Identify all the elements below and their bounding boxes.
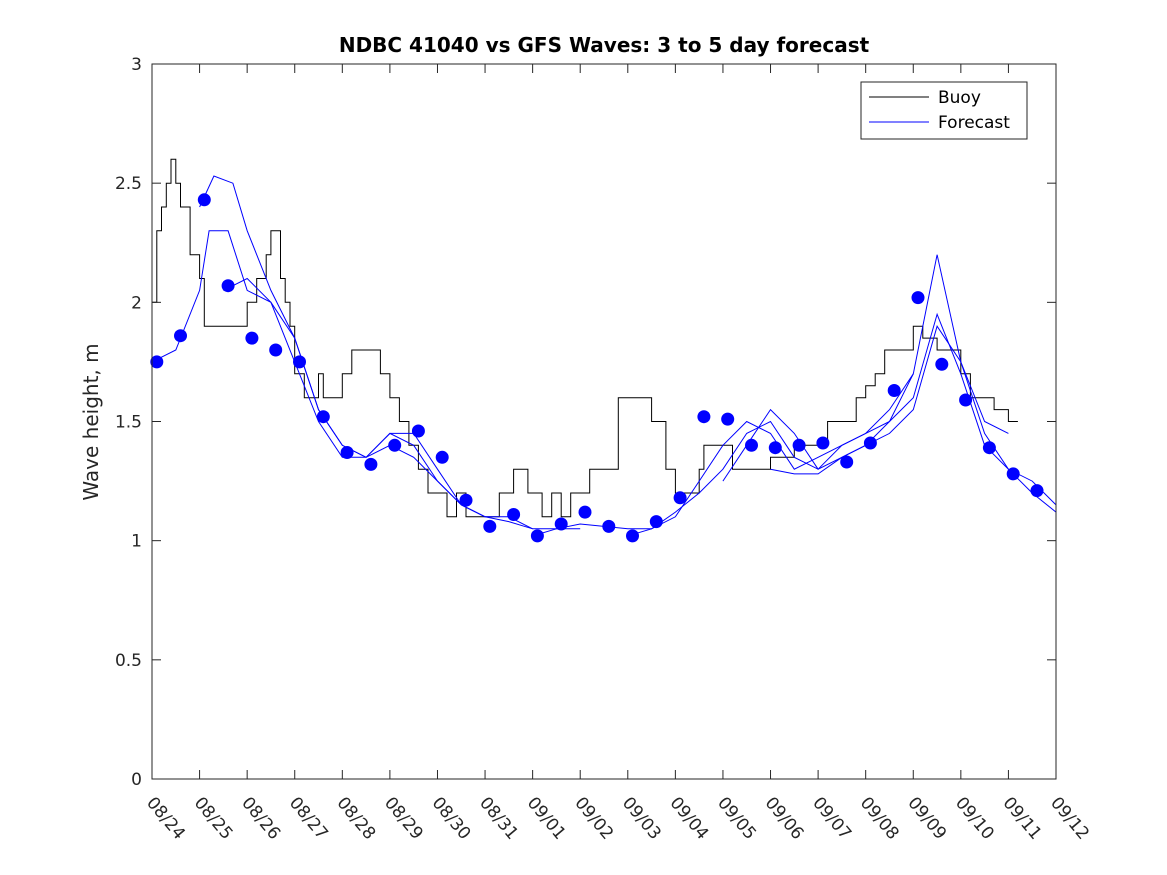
- x-tick-label: 08/28: [332, 793, 379, 843]
- x-tick-label: 09/05: [713, 793, 760, 843]
- forecast-point: [340, 446, 354, 459]
- forecast-point: [1006, 467, 1020, 481]
- y-tick-label: 2: [131, 293, 142, 313]
- forecast-point: [959, 393, 973, 407]
- forecast-point: [174, 329, 187, 343]
- forecast-point: [649, 515, 663, 529]
- legend-forecast-label: Forecast: [938, 113, 1010, 133]
- x-tick-label: 09/07: [808, 793, 855, 843]
- forecast-point: [150, 355, 164, 369]
- x-tick-label: 09/04: [666, 793, 713, 843]
- y-tick-label: 1: [131, 532, 142, 552]
- x-tick-label: 08/27: [285, 793, 332, 843]
- forecast-point: [840, 455, 854, 469]
- chart-title: NDBC 41040 vs GFS Waves: 3 to 5 day fore…: [339, 33, 870, 57]
- forecast-point: [221, 279, 235, 293]
- y-tick-label: 0: [131, 770, 142, 790]
- forecast-point: [887, 384, 901, 397]
- x-tick-label: 09/10: [951, 793, 998, 843]
- forecast-point: [816, 436, 830, 450]
- forecast-point: [935, 357, 949, 371]
- forecast-point: [388, 438, 402, 452]
- forecast-point: [197, 193, 211, 207]
- forecast-point: [483, 519, 497, 533]
- forecast-series-line-2: [199, 175, 533, 530]
- forecast-point: [792, 438, 806, 452]
- forecast-point: [554, 517, 568, 531]
- x-tick-label: 09/09: [903, 793, 950, 843]
- forecast-point: [435, 450, 449, 464]
- x-tick-label: 09/01: [523, 793, 570, 843]
- forecast-point: [364, 457, 378, 471]
- forecast-series-line-3: [223, 277, 581, 530]
- forecast-point: [673, 491, 687, 505]
- x-tick-label: 08/30: [428, 793, 475, 843]
- forecast-series-line-6: [722, 312, 1057, 506]
- buoy-series-line: [152, 158, 1018, 518]
- forecast-point: [293, 355, 306, 369]
- forecast-point: [863, 436, 877, 450]
- y-tick-label: 3: [131, 55, 142, 75]
- x-tick-label: 09/12: [1046, 793, 1093, 843]
- forecast-point: [697, 410, 711, 424]
- forecast-point: [316, 410, 330, 424]
- forecast-point: [745, 438, 758, 452]
- x-tick-label: 08/26: [237, 793, 284, 843]
- x-tick-label: 09/08: [856, 793, 903, 843]
- x-tick-label: 08/29: [380, 793, 427, 843]
- y-tick-label: 1.5: [115, 413, 142, 433]
- forecast-series-line-7: [770, 325, 1057, 513]
- x-tick-label: 09/03: [618, 793, 665, 843]
- forecast-point: [982, 441, 996, 455]
- forecast-point: [530, 529, 544, 543]
- y-axis-label: Wave height, m: [79, 343, 103, 500]
- forecast-point: [507, 508, 521, 521]
- forecast-point: [411, 424, 425, 438]
- x-tick-label: 09/11: [999, 793, 1046, 843]
- forecast-point: [602, 519, 616, 533]
- x-tick-label: 08/24: [142, 793, 189, 843]
- forecast-point: [626, 529, 639, 543]
- legend: Buoy Forecast: [860, 81, 1028, 140]
- x-tick-label: 09/02: [570, 793, 617, 843]
- legend-buoy-label: Buoy: [938, 88, 981, 108]
- x-tick-label: 08/25: [190, 793, 237, 843]
- y-tick-label: 0.5: [115, 651, 142, 671]
- forecast-point: [911, 291, 925, 305]
- axes-box: [151, 63, 1057, 780]
- plot-area: [150, 158, 1057, 543]
- forecast-point: [578, 505, 592, 519]
- forecast-point: [245, 331, 259, 345]
- forecast-point: [1030, 484, 1044, 498]
- forecast-point: [269, 343, 283, 357]
- forecast-point: [721, 412, 735, 426]
- forecast-point: [459, 493, 473, 507]
- legend-box: [860, 81, 1028, 140]
- x-tick-label: 09/06: [761, 793, 808, 843]
- y-tick-label: 2.5: [115, 174, 142, 194]
- forecast-point: [768, 441, 782, 455]
- x-tick-label: 08/31: [475, 793, 522, 843]
